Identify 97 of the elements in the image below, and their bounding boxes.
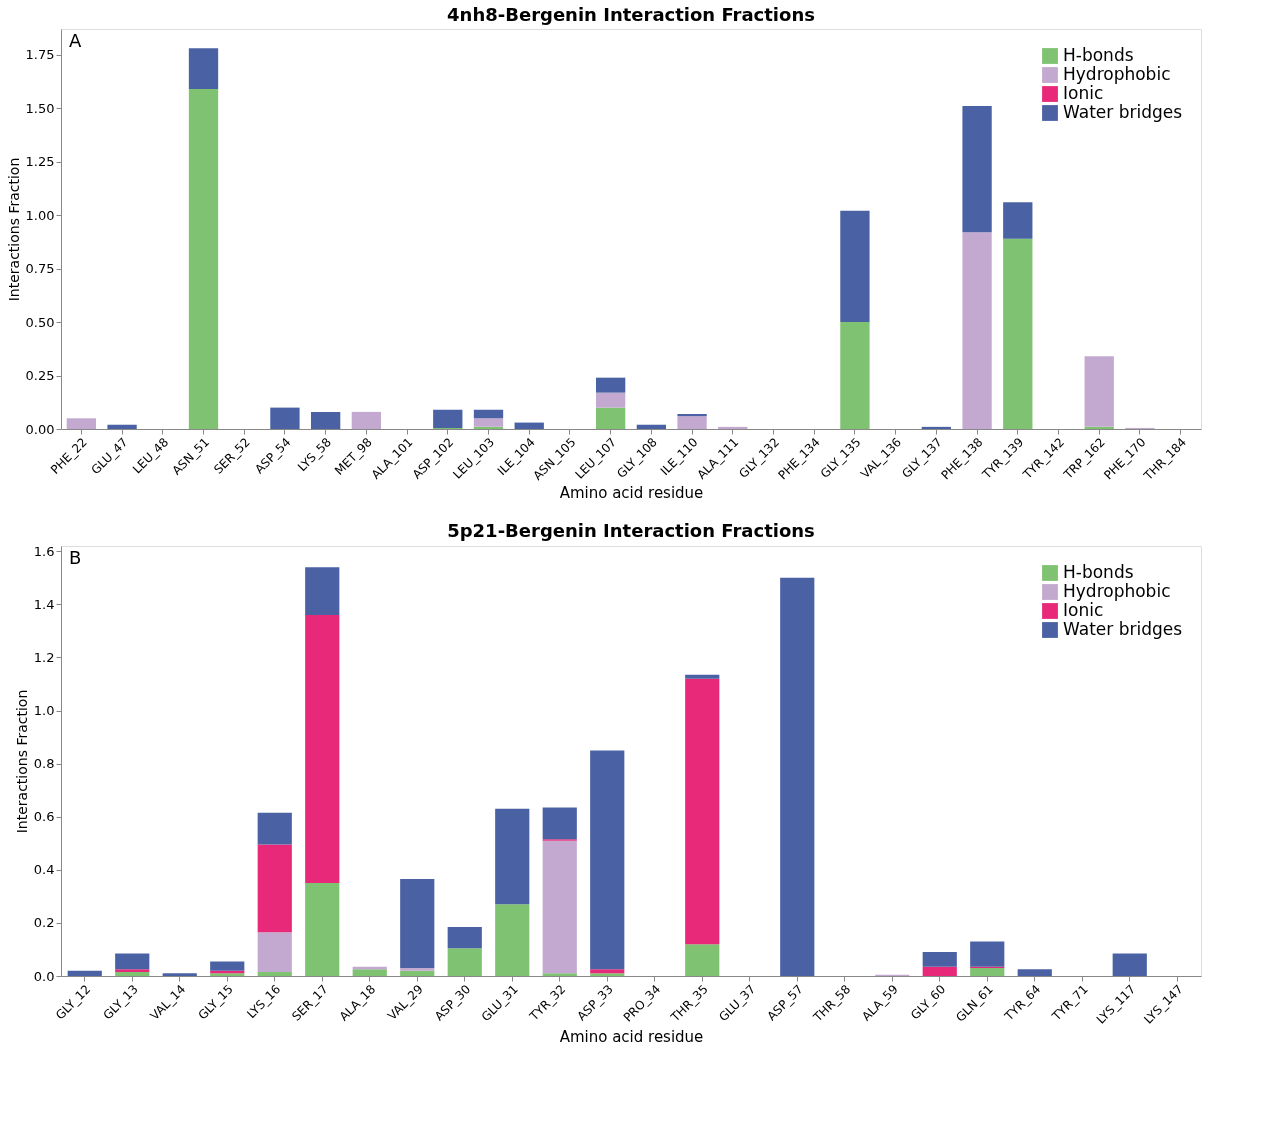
legend-label: Ionic [1063, 83, 1104, 103]
bar [1112, 953, 1147, 976]
chart-title: 5p21-Bergenin Interaction Fractions [447, 520, 815, 542]
legend-label: Hydrophobic [1063, 64, 1171, 84]
y-tick-label: 1.00 [25, 207, 55, 223]
bar [1003, 238, 1033, 429]
bar [922, 966, 957, 976]
bar [595, 377, 626, 393]
bar [400, 968, 435, 971]
bar [677, 416, 707, 429]
y-axis-title: Interactions Fraction [5, 157, 22, 302]
bar [590, 973, 625, 976]
y-tick-label: 0.25 [25, 368, 55, 384]
bar [400, 879, 435, 969]
y-tick-label: 0.6 [33, 809, 55, 825]
bar [962, 232, 992, 429]
bar [970, 941, 1005, 967]
bar [595, 392, 626, 408]
bar [495, 808, 530, 905]
bar [1084, 356, 1114, 427]
y-tick-label: 1.50 [25, 100, 55, 116]
y-tick-label: 0.2 [33, 915, 55, 931]
chart-title: 4nh8-Bergenin Interaction Fractions [447, 4, 815, 25]
bar [107, 424, 137, 429]
legend-label: Hydrophobic [1063, 581, 1171, 601]
bar [685, 678, 720, 945]
bar [922, 952, 957, 967]
bar [514, 422, 544, 429]
bar [921, 426, 952, 429]
bar [962, 106, 992, 233]
legend-label: Water bridges [1063, 102, 1183, 122]
y-axis-title: Interactions Fraction [13, 689, 30, 834]
bar [305, 615, 340, 884]
bar [636, 424, 667, 429]
bar [542, 840, 577, 974]
bar [67, 970, 102, 976]
bar [685, 944, 720, 976]
bar [352, 969, 387, 976]
x-axis-title: Amino acid residue [559, 1027, 704, 1046]
bar [718, 426, 748, 429]
bar [433, 409, 463, 428]
bar [257, 972, 292, 976]
y-tick-label: 1.75 [25, 47, 55, 63]
bar [542, 807, 577, 840]
bar [840, 322, 870, 429]
annotation: B [69, 547, 82, 568]
y-tick-label: 1.2 [33, 649, 55, 665]
bar [257, 844, 292, 933]
bar [257, 932, 292, 973]
bar [1017, 969, 1052, 976]
bar [542, 973, 577, 976]
y-tick-label: 0.50 [25, 314, 55, 330]
bar [115, 953, 150, 970]
bar [310, 411, 341, 429]
annotation: A [69, 30, 82, 51]
bar [447, 926, 482, 949]
bar [305, 883, 340, 976]
y-tick-label: 1.0 [33, 703, 55, 719]
bar [447, 948, 482, 976]
bar [162, 973, 197, 976]
bar [210, 961, 245, 971]
bar [590, 969, 625, 974]
legend-label: H-bonds [1063, 562, 1134, 582]
bar [400, 970, 435, 976]
bar [115, 972, 150, 976]
bar [1003, 202, 1033, 239]
bar [780, 577, 815, 976]
y-tick-label: 0.0 [33, 968, 55, 984]
legend-label: Ionic [1063, 600, 1104, 620]
y-tick-label: 0.75 [25, 261, 55, 277]
bar [188, 88, 219, 429]
bar [351, 411, 382, 429]
bar [257, 812, 292, 845]
bar [840, 210, 870, 323]
y-tick-label: 0.8 [33, 756, 55, 772]
bar [305, 567, 340, 616]
y-tick-label: 1.4 [33, 596, 55, 612]
y-tick-label: 1.25 [25, 154, 55, 170]
bar [970, 968, 1005, 976]
x-axis-title: Amino acid residue [559, 484, 704, 503]
bar [1084, 426, 1114, 429]
bar [595, 407, 626, 429]
bar [677, 414, 707, 417]
bar [270, 407, 300, 429]
bar [66, 418, 97, 429]
bar [473, 426, 504, 429]
bar [590, 750, 625, 970]
y-tick-label: 0.4 [33, 862, 55, 878]
bar [473, 409, 504, 419]
bar [685, 674, 720, 679]
legend-label: H-bonds [1063, 45, 1134, 65]
y-tick-label: 1.6 [33, 543, 55, 559]
y-tick-label: 0.00 [25, 421, 55, 437]
bar [495, 904, 530, 976]
bar [473, 418, 504, 427]
bar [188, 48, 219, 89]
legend-label: Water bridges [1063, 619, 1183, 639]
